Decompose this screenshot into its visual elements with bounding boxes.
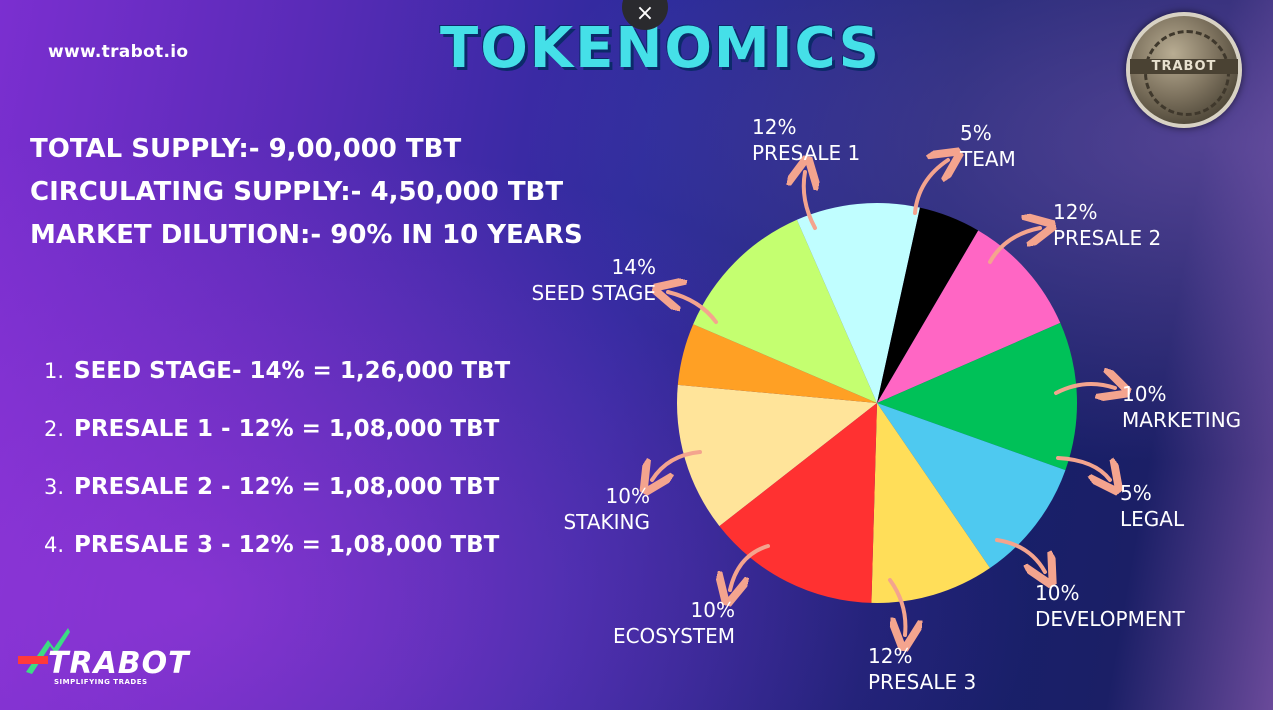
slice-name-label: TEAM [959,147,1016,171]
slice-percent-label: 10% [691,598,735,622]
supply-stats: TOTAL SUPPLY:- 9,00,000 TBT CIRCULATING … [30,128,583,257]
logo-tagline: SIMPLIFYING TRADES [54,678,148,686]
trabot-logo: TRABOT SIMPLIFYING TRADES [18,620,189,690]
slice-percent-label: 12% [868,644,912,668]
callout-arrow [1054,384,1115,393]
callout-arrow [804,172,815,230]
callout-arrow [995,538,1045,572]
slice-percent-label: 10% [1035,581,1079,605]
callout-arrow [668,292,718,324]
pie-slice-presale-1 [677,384,877,527]
circulating-supply: CIRCULATING SUPPLY:- 4,50,000 TBT [30,177,564,207]
callout-arrow [988,228,1040,264]
list-text: SEED STAGE- 14% = 1,26,000 TBT [74,358,511,384]
coin-text: TRABOT [1130,59,1238,74]
pie-slice-development [877,230,1061,403]
pie-slice-team [677,324,877,403]
slice-name-label: SEED STAGE [531,281,656,305]
list-number: 4. [44,533,65,557]
pie-slice-legal [877,207,979,403]
slice-name-label: STAKING [563,510,650,534]
callout-arrow [1056,456,1110,480]
pie-slice-presale-2 [693,219,877,403]
slice-percent-label: 5% [960,121,992,145]
slice-name-label: ECOSYSTEM [613,624,735,648]
pie-slice-staking [871,403,990,603]
list-number: 3. [44,475,65,499]
list-item: 2. PRESALE 1 - 12% = 1,08,000 TBT [44,416,510,474]
list-item: 3. PRESALE 2 - 12% = 1,08,000 TBT [44,474,510,532]
slice-name-label: PRESALE 1 [752,141,860,165]
pie-slice-marketing [796,203,920,403]
callout-arrow [913,160,948,215]
list-item: 4. PRESALE 3 - 12% = 1,08,000 TBT [44,532,510,590]
total-supply: TOTAL SUPPLY:- 9,00,000 TBT [30,134,462,164]
trabot-coin-icon: TRABOT [1126,12,1242,128]
slice-name-label: PRESALE 3 [868,670,976,694]
pie-slice-presale-3 [877,322,1077,471]
list-text: PRESALE 3 - 12% = 1,08,000 TBT [74,532,500,558]
list-number: 1. [44,359,65,383]
list-item: 1. SEED STAGE- 14% = 1,26,000 TBT [44,358,510,416]
slice-name-label: MARKETING [1122,408,1241,432]
slice-percent-label: 12% [1053,200,1097,224]
slice-percent-label: 5% [1120,481,1152,505]
pie-slice-ecosystem [877,403,1066,569]
list-number: 2. [44,417,65,441]
page-title: TOKENOMICS [440,16,881,81]
callout-arrow [890,578,905,635]
list-text: PRESALE 1 - 12% = 1,08,000 TBT [74,416,500,442]
chart-arrow-icon [18,628,70,674]
list-text: PRESALE 2 - 12% = 1,08,000 TBT [74,474,500,500]
logo-word: TRABOT [48,646,190,681]
allocation-list: 1. SEED STAGE- 14% = 1,26,000 TBT 2. PRE… [44,358,510,590]
slice-percent-label: 10% [1122,382,1166,406]
slice-name-label: PRESALE 2 [1053,226,1161,250]
slice-percent-label: 10% [606,484,650,508]
callout-arrow [730,544,770,590]
callout-arrow [652,450,702,480]
slice-name-label: DEVELOPMENT [1035,607,1185,631]
slice-name-label: LEGAL [1120,507,1185,531]
slice-percent-label: 14% [612,255,656,279]
pie-slice-seed-stage [719,403,877,603]
market-dilution: MARKET DILUTION:- 90% IN 10 YEARS [30,220,583,250]
site-url[interactable]: www.trabot.io [48,42,189,62]
slice-percent-label: 12% [752,115,796,139]
